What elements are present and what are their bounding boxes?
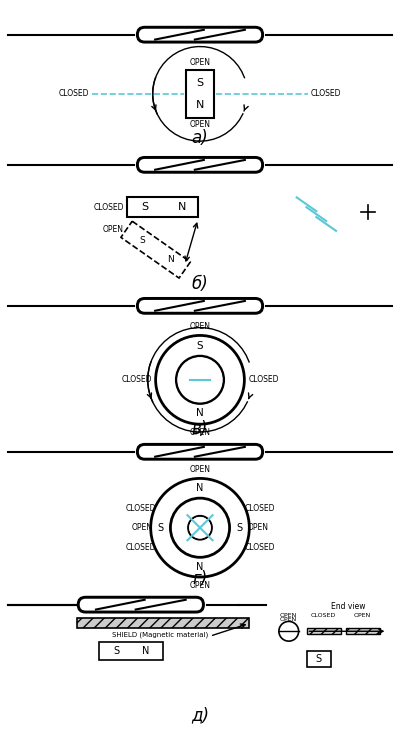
Text: CLOSED: CLOSED xyxy=(311,614,336,619)
Bar xyxy=(99,642,163,660)
Text: OPEN: OPEN xyxy=(280,617,297,622)
Text: N: N xyxy=(142,646,150,656)
Bar xyxy=(77,619,249,628)
Text: N: N xyxy=(196,483,204,493)
Text: OPEN: OPEN xyxy=(190,323,210,331)
Text: N: N xyxy=(196,562,204,572)
Text: OPEN: OPEN xyxy=(190,465,210,474)
Text: CLOSED: CLOSED xyxy=(248,375,279,384)
Text: г): г) xyxy=(192,570,208,588)
FancyBboxPatch shape xyxy=(136,156,264,174)
Text: CLOSED: CLOSED xyxy=(59,89,90,98)
Text: OPEN: OPEN xyxy=(102,225,124,234)
Text: OPEN: OPEN xyxy=(354,614,371,619)
FancyBboxPatch shape xyxy=(136,26,264,43)
Text: CLOSED: CLOSED xyxy=(244,543,275,552)
Text: S: S xyxy=(141,202,148,213)
Text: S: S xyxy=(316,654,322,664)
Text: N: N xyxy=(167,255,174,265)
Bar xyxy=(346,628,380,634)
Text: д): д) xyxy=(191,706,209,724)
Text: S: S xyxy=(140,236,146,245)
Text: в): в) xyxy=(192,420,208,438)
Circle shape xyxy=(177,357,223,402)
Bar xyxy=(127,197,198,217)
Text: S: S xyxy=(196,78,204,88)
Bar xyxy=(306,628,341,634)
FancyBboxPatch shape xyxy=(77,596,205,614)
FancyBboxPatch shape xyxy=(80,599,202,611)
Text: End view: End view xyxy=(331,602,365,611)
FancyBboxPatch shape xyxy=(136,297,264,314)
Text: CLOSED: CLOSED xyxy=(310,89,341,98)
Bar xyxy=(186,70,214,117)
Text: S: S xyxy=(197,342,203,351)
FancyBboxPatch shape xyxy=(139,446,261,457)
Text: OPEN: OPEN xyxy=(190,58,210,67)
Text: OPEN: OPEN xyxy=(132,523,153,532)
FancyBboxPatch shape xyxy=(139,29,261,40)
FancyBboxPatch shape xyxy=(136,443,264,460)
Text: CLOSED: CLOSED xyxy=(125,504,156,512)
Text: OPEN: OPEN xyxy=(280,614,297,619)
Text: SHIELD (Magnetic material): SHIELD (Magnetic material) xyxy=(112,632,208,638)
Text: CLOSED: CLOSED xyxy=(94,203,124,212)
Text: S: S xyxy=(236,523,242,533)
Text: N: N xyxy=(196,408,204,419)
Text: CLOSED: CLOSED xyxy=(121,375,152,384)
Text: OPEN: OPEN xyxy=(247,523,268,532)
Text: S: S xyxy=(158,523,164,533)
Text: а): а) xyxy=(192,129,208,147)
Text: б): б) xyxy=(192,275,208,293)
Bar xyxy=(306,651,331,667)
Text: OPEN: OPEN xyxy=(190,428,210,437)
Text: CLOSED: CLOSED xyxy=(125,543,156,552)
Text: N: N xyxy=(178,202,186,213)
Text: CLOSED: CLOSED xyxy=(244,504,275,512)
Text: OPEN: OPEN xyxy=(190,581,210,590)
FancyBboxPatch shape xyxy=(139,159,261,171)
Text: S: S xyxy=(113,646,119,656)
Text: OPEN: OPEN xyxy=(190,120,210,130)
Text: N: N xyxy=(196,100,204,110)
Circle shape xyxy=(189,517,211,539)
FancyBboxPatch shape xyxy=(139,300,261,312)
